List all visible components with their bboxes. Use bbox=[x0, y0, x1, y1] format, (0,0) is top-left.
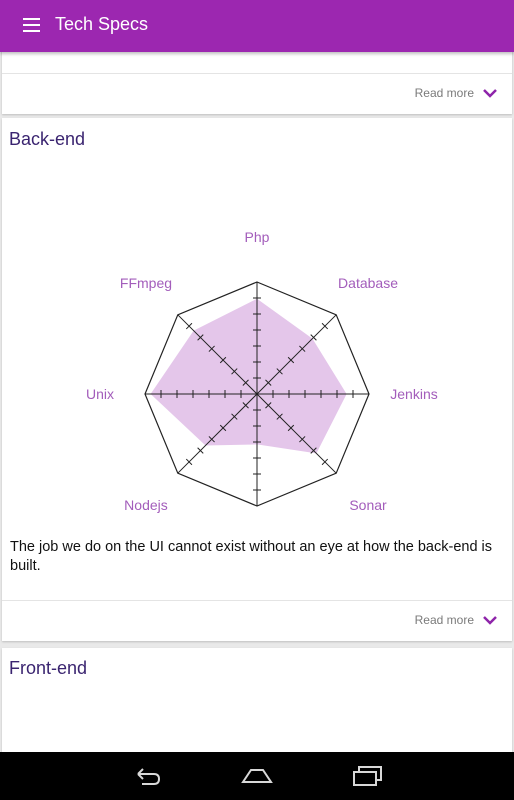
card-footer: Read more bbox=[2, 73, 512, 114]
home-icon[interactable] bbox=[241, 764, 273, 788]
radar-label: Sonar bbox=[349, 497, 387, 513]
radar-chart: Html 5Css 3Android Wear bbox=[2, 648, 512, 752]
back-icon[interactable] bbox=[132, 764, 164, 788]
radar-tick bbox=[321, 322, 329, 330]
card-title: Back-end bbox=[9, 129, 86, 149]
radar-tick bbox=[208, 345, 215, 352]
card-title: Front-end bbox=[9, 658, 88, 678]
radar-tick bbox=[299, 345, 306, 352]
radar-label: Database bbox=[338, 275, 398, 291]
radar-label: Unix bbox=[86, 386, 114, 402]
content-scroll[interactable]: Read more Back-end Php Database Jenkins Son… bbox=[0, 52, 514, 752]
app-bar: Tech Specs bbox=[0, 0, 514, 52]
radar-tick bbox=[219, 356, 227, 364]
radar-label: FFmpeg bbox=[120, 275, 172, 291]
recents-icon[interactable] bbox=[351, 764, 383, 788]
read-more-button[interactable]: Read more bbox=[415, 86, 498, 100]
radar-tick bbox=[310, 447, 317, 454]
radar-tick bbox=[231, 413, 238, 420]
chevron-down-icon bbox=[483, 616, 497, 625]
menu-icon[interactable] bbox=[23, 18, 40, 32]
card-footer: Read more bbox=[2, 600, 512, 641]
card-description: The job we do on the UI cannot exist wit… bbox=[10, 539, 493, 574]
radar-tick bbox=[265, 379, 272, 386]
radar-tick bbox=[310, 334, 317, 341]
radar-series-area bbox=[150, 298, 347, 454]
read-more-label: Read more bbox=[414, 613, 474, 627]
radar-label: Jenkins bbox=[390, 386, 437, 402]
radar-tick bbox=[185, 458, 193, 466]
radar-label: Nodejs bbox=[124, 497, 168, 513]
radar-tick bbox=[287, 424, 295, 432]
card-previous: Read more bbox=[2, 52, 512, 114]
radar-tick bbox=[299, 436, 306, 443]
radar-tick bbox=[219, 424, 227, 432]
radar-axis bbox=[177, 393, 258, 474]
system-nav-bar bbox=[0, 752, 514, 800]
chevron-down-icon bbox=[483, 89, 497, 98]
radar-tick bbox=[265, 402, 272, 409]
radar-tick bbox=[231, 368, 238, 375]
radar-tick bbox=[321, 458, 329, 466]
radar-chart: PhpDatabaseJenkinsSonarSecurityNodejsUni… bbox=[86, 229, 438, 513]
radar-axis bbox=[256, 314, 337, 395]
radar-axis bbox=[177, 314, 258, 395]
page-title: Tech Specs bbox=[55, 14, 149, 34]
radar-tick bbox=[242, 402, 249, 409]
radar-axis bbox=[256, 393, 337, 474]
radar-tick bbox=[197, 447, 204, 454]
card-front-end: Front-end Html 5Css 3Android Wear bbox=[2, 648, 512, 752]
radar-tick bbox=[242, 379, 249, 386]
radar-tick bbox=[197, 334, 204, 341]
read-more-button[interactable]: Read more bbox=[415, 613, 498, 627]
card-back-end: Back-end PhpDatabaseJenkinsSonarSecurity… bbox=[2, 118, 512, 641]
radar-tick bbox=[276, 368, 283, 375]
read-more-label: Read more bbox=[414, 86, 474, 100]
radar-tick bbox=[185, 322, 193, 330]
radar-tick bbox=[276, 413, 283, 420]
radar-tick bbox=[287, 356, 295, 364]
radar-tick bbox=[208, 436, 215, 443]
radar-label: Php bbox=[245, 229, 270, 245]
